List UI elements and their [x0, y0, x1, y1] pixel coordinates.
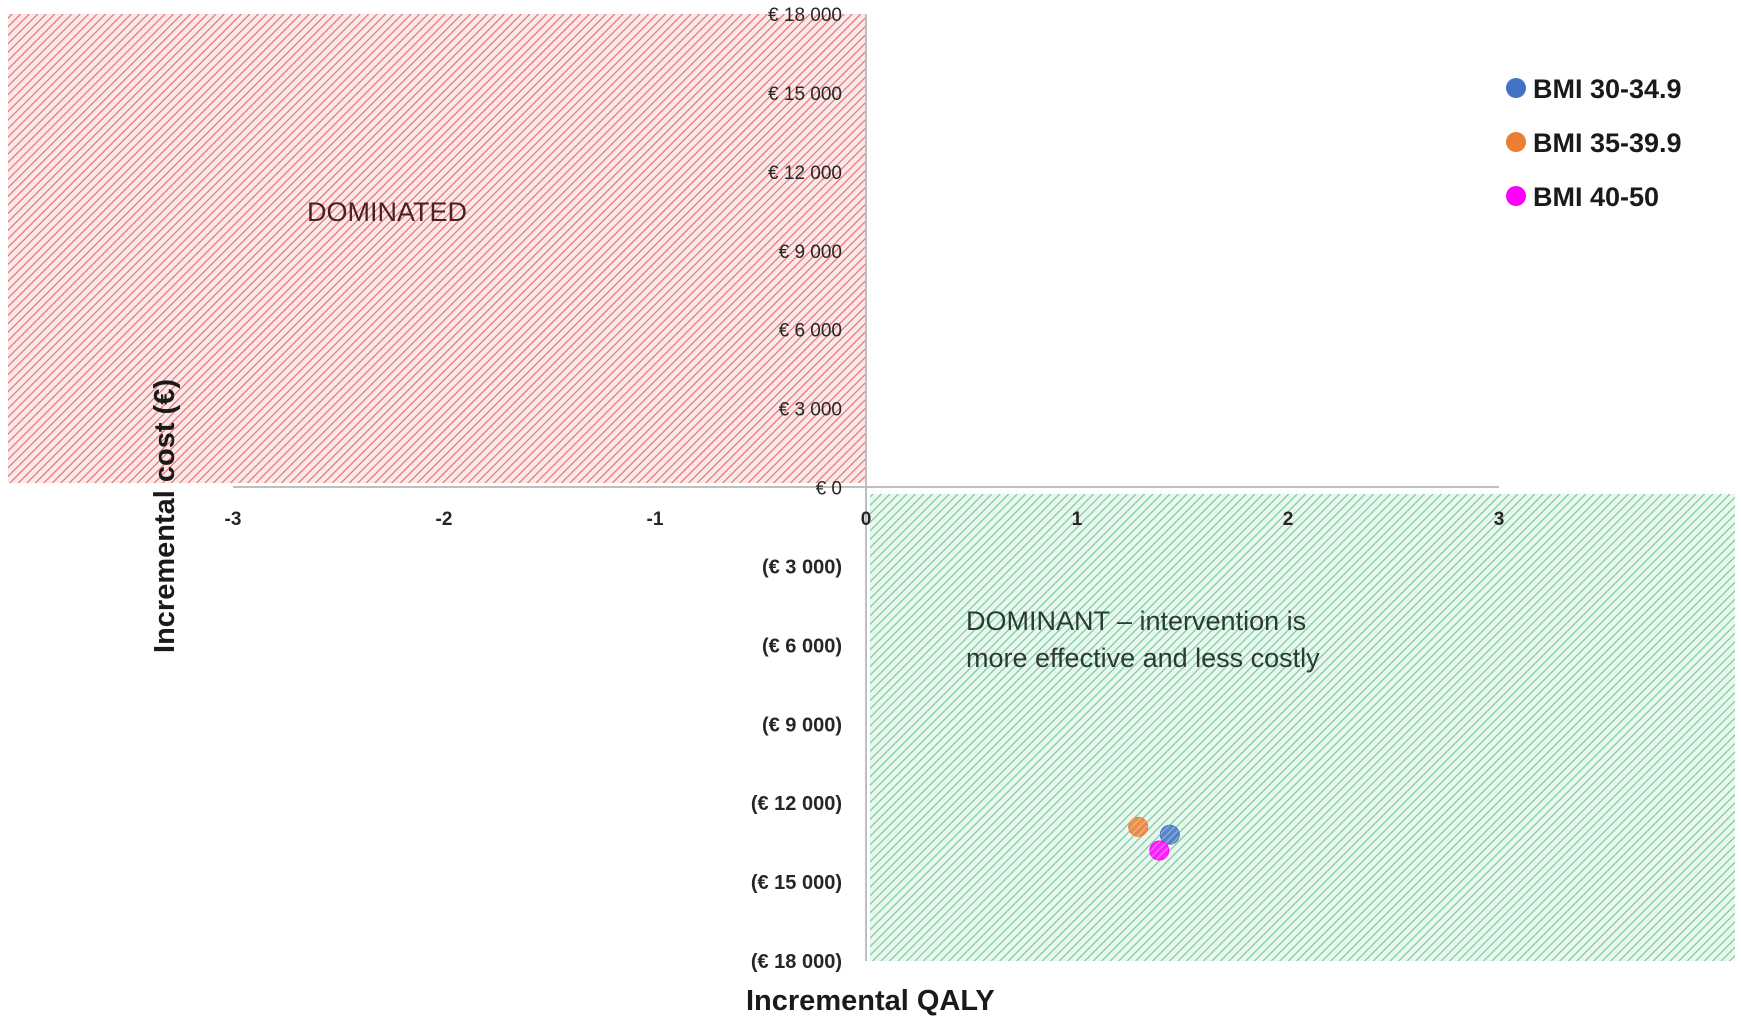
legend: BMI 30-34.9 BMI 35-39.9 BMI 40-50: [1506, 74, 1682, 212]
x-tick-label: 0: [861, 509, 872, 530]
x-tick-labels: -3 -2 -1 0 1 2 3: [225, 509, 1505, 530]
x-tick-label: -1: [647, 509, 664, 530]
y-tick-label: € 15 000: [768, 84, 842, 105]
dominated-region: [8, 14, 865, 483]
y-tick-label: (€ 18 000): [751, 951, 842, 973]
legend-label: BMI 30-34.9: [1533, 74, 1682, 104]
y-tick-label: € 12 000: [768, 163, 842, 184]
legend-marker: [1506, 78, 1526, 98]
x-tick-label: 2: [1283, 509, 1294, 530]
y-tick-labels: € 18 000 € 15 000 € 12 000 € 9 000 € 6 000 € …: [751, 5, 842, 973]
x-tick-label: -3: [225, 509, 242, 530]
x-tick-label: -2: [436, 509, 453, 530]
y-tick-label: € 18 000: [768, 5, 842, 26]
dominant-region: [870, 494, 1735, 961]
y-tick-label: (€ 6 000): [762, 635, 842, 657]
data-point-hatch: [1160, 825, 1180, 845]
y-tick-label: € 0: [816, 479, 842, 500]
legend-marker: [1506, 132, 1526, 152]
y-tick-label: (€ 9 000): [762, 714, 842, 736]
legend-label: BMI 40-50: [1533, 182, 1659, 212]
data-points: [1128, 816, 1180, 861]
zone-label-dominant: DOMINANT – intervention is more effectiv…: [966, 606, 1320, 673]
y-axis-title: Incremental cost (€): [149, 379, 181, 653]
x-tick-label: 3: [1494, 509, 1505, 530]
zone-label-dominant-line-2: more effective and less costly: [966, 643, 1320, 673]
data-point-hatch: [1149, 841, 1169, 861]
y-tick-label: (€ 12 000): [751, 793, 842, 815]
x-tick-label: 1: [1072, 509, 1083, 530]
x-axis-title: Incremental QALY: [746, 985, 995, 1017]
y-tick-label: (€ 3 000): [762, 556, 842, 578]
zone-label-dominated: DOMINATED: [307, 197, 467, 227]
y-tick-label: € 3 000: [779, 400, 842, 421]
legend-label: BMI 35-39.9: [1533, 128, 1682, 158]
data-point-hatch: [1128, 817, 1148, 837]
zone-label-dominant-line-1: DOMINANT – intervention is: [966, 606, 1306, 636]
y-tick-label: (€ 15 000): [751, 872, 842, 894]
legend-marker: [1506, 186, 1526, 206]
y-tick-label: € 6 000: [779, 321, 842, 342]
y-tick-label: € 9 000: [779, 242, 842, 263]
